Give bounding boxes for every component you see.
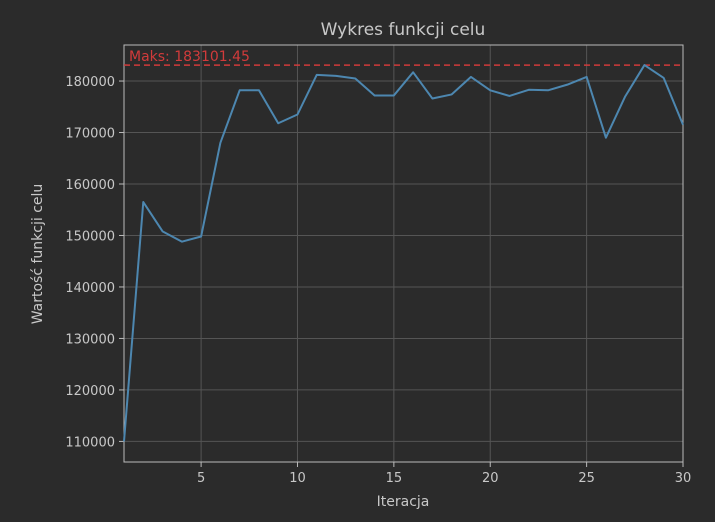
x-tick-label: 5 [197, 471, 205, 486]
x-tick-label: 15 [386, 471, 403, 486]
max-annotation: Maks: 183101.45 [129, 49, 250, 65]
x-tick-label: 20 [482, 471, 499, 486]
y-tick-label: 170000 [65, 127, 115, 142]
plot-frame [123, 44, 684, 463]
grid [124, 45, 684, 462]
y-axis-title: Wartość funkcji celu [30, 184, 46, 325]
x-axis-title: Iteracja [377, 494, 430, 510]
y-tick-label: 130000 [65, 332, 115, 347]
y-tick-label: 110000 [65, 435, 115, 450]
axis-ticks: 5 10 15 20 25 30 110000 120000 130000 140000 15000… [65, 75, 691, 486]
y-tick-label: 160000 [65, 178, 115, 193]
x-tick-label: 10 [289, 471, 306, 486]
series-line [123, 64, 684, 442]
y-tick-label: 120000 [65, 384, 115, 399]
x-tick-label: 25 [578, 471, 595, 486]
chart-title: Wykres funkcji celu [321, 20, 486, 40]
y-tick-label: 180000 [65, 75, 115, 90]
y-tick-label: 140000 [65, 281, 115, 296]
x-tick-label: 30 [675, 471, 692, 486]
y-tick-label: 150000 [65, 229, 115, 244]
